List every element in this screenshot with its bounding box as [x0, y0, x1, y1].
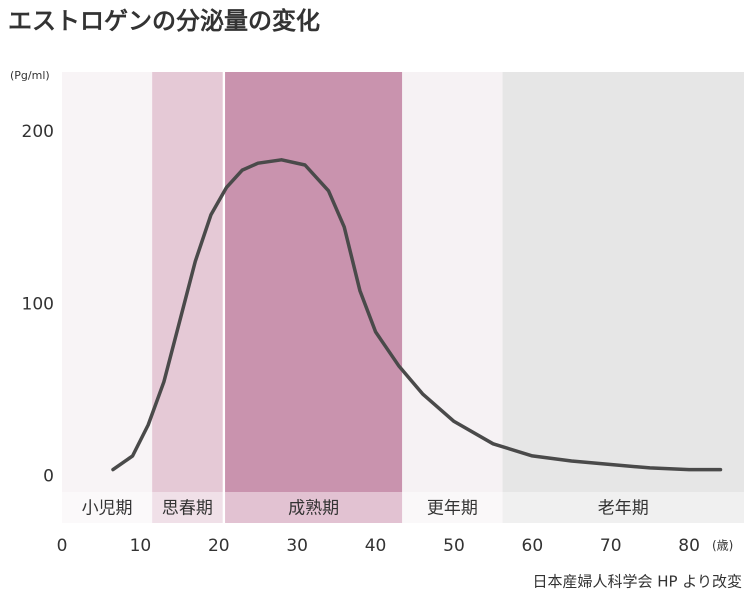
y-tick-label: 0: [43, 467, 54, 487]
phase-label: 老年期: [598, 499, 649, 519]
phase-label-bg: [502, 492, 744, 523]
phase-label: 更年期: [427, 499, 478, 519]
x-tick-label: 80: [678, 536, 700, 556]
y-unit: (Pg/ml): [10, 69, 50, 82]
x-tick-label: 50: [443, 536, 465, 556]
phase-band: [502, 72, 744, 492]
x-tick-label: 0: [57, 536, 68, 556]
phase-label-bg: [62, 492, 153, 523]
x-tick-label: 60: [522, 536, 544, 556]
x-tick-label: 10: [130, 536, 152, 556]
phase-label: 思春期: [162, 499, 213, 519]
phase-label: 小児期: [82, 499, 133, 519]
phase-band: [62, 72, 153, 492]
y-tick-label: 100: [22, 294, 54, 314]
phase-band: [152, 72, 223, 492]
phase-band: [225, 72, 403, 492]
chart-title: エストロゲンの分泌量の変化: [8, 7, 320, 35]
x-unit: (歳): [712, 539, 733, 553]
source-note: 日本産婦人科学会 HP より改変: [532, 573, 742, 591]
x-tick-label: 70: [600, 536, 622, 556]
x-tick-label: 40: [365, 536, 387, 556]
phase-label-bg: [152, 492, 223, 523]
phase-label-bg: [402, 492, 503, 523]
x-tick-label: 30: [286, 536, 308, 556]
estrogen-line: [111, 158, 723, 472]
phase-band: [402, 72, 503, 492]
phase-label: 成熟期: [288, 498, 339, 519]
x-tick-label: 20: [208, 536, 230, 556]
phase-label-bg: [225, 492, 403, 523]
y-tick-label: 200: [22, 122, 54, 142]
